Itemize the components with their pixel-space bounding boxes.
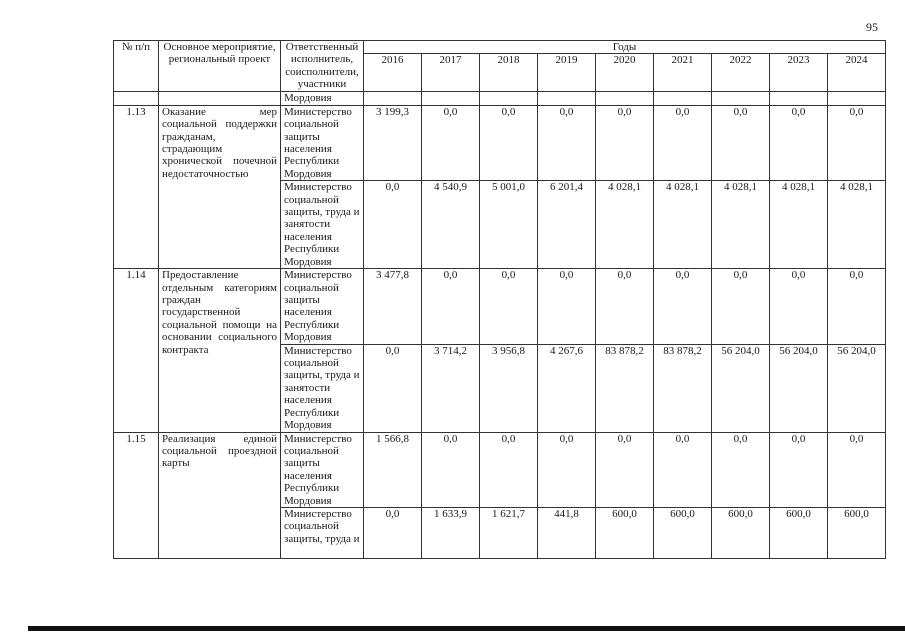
row-number: 1.13 — [113, 104, 159, 270]
value-cell-2016: 3 199,3 — [363, 104, 422, 182]
responsible-cell: Министерство социальной защиты населения… — [280, 268, 364, 345]
header-years: Годы — [362, 39, 887, 55]
value-cell-2022: 600,0 — [711, 506, 770, 559]
value-cell-2024: 0,0 — [826, 268, 887, 345]
value-cell-2021: 4 028,1 — [653, 180, 712, 270]
page-bottom-border — [28, 626, 905, 631]
value-cell-2023: 600,0 — [769, 506, 828, 559]
funding-table: № п/п Основное мероприятие, региональный… — [113, 39, 887, 559]
responsible-cell: Министерство социальной защиты населения… — [280, 431, 364, 508]
value-cell-2019: 0,0 — [537, 268, 596, 345]
value-cell-2019: 0,0 — [537, 431, 596, 508]
value-cell-2019: 4 267,6 — [537, 343, 596, 433]
row-number: 1.14 — [113, 268, 159, 433]
value-cell-2024: 0,0 — [826, 431, 887, 508]
value-cell-2020: 0,0 — [595, 268, 654, 345]
value-cell-2024: 4 028,1 — [826, 180, 887, 270]
value-cell-2024: 600,0 — [826, 506, 887, 559]
header-year-2023: 2023 — [769, 53, 828, 93]
value-cell-2017: 0,0 — [421, 431, 480, 508]
header-year-2018: 2018 — [479, 53, 538, 93]
header-num: № п/п — [113, 39, 159, 93]
table-row: Министерство социальной защиты, труда и … — [114, 343, 887, 433]
value-cell-2019: 6 201,4 — [537, 180, 596, 270]
value-cell-2018: 1 621,7 — [479, 506, 538, 559]
value-cell-2016: 0,0 — [363, 506, 422, 559]
responsible-cell: Мордовия — [280, 91, 364, 106]
header-year-2024: 2024 — [826, 53, 887, 93]
header-activity: Основное мероприятие, региональный проек… — [158, 39, 281, 93]
value-cell-2020: 0,0 — [595, 104, 654, 182]
continuation-row: Мордовия — [113, 91, 887, 106]
value-cell-2022: 4 028,1 — [711, 180, 770, 270]
value-cell-2021: 0,0 — [653, 104, 712, 182]
value-cell-2016: 1 566,8 — [363, 431, 422, 508]
responsible-cell: Министерство социальной защиты, труда и — [280, 506, 364, 559]
value-cell-2023: 4 028,1 — [769, 180, 828, 270]
value-cell-2021: 0,0 — [653, 268, 712, 345]
value-cell-2017: 3 714,2 — [421, 343, 480, 433]
responsible-cell: Министерство социальной защиты, труда и … — [280, 343, 364, 433]
value-cell-2016: 0,0 — [363, 343, 422, 433]
header-year-2022: 2022 — [711, 53, 770, 93]
table-row: 1.14 Предоставление отдельным категориям … — [113, 268, 887, 433]
header-year-2016: 2016 — [363, 53, 422, 93]
value-cell-2019: 0,0 — [537, 104, 596, 182]
activity-cell: Оказание мер социальной поддержки гражда… — [158, 104, 281, 270]
header-year-2017: 2017 — [421, 53, 480, 93]
value-cell-2022: 0,0 — [711, 268, 770, 345]
value-cell-2018: 5 001,0 — [479, 180, 538, 270]
value-cell-2021: 0,0 — [653, 431, 712, 508]
value-cell-2023: 0,0 — [769, 268, 828, 345]
header-year-2021: 2021 — [653, 53, 712, 93]
header-responsible: Ответственный исполнитель, соисполнители… — [280, 39, 364, 93]
value-cell-2023: 56 204,0 — [769, 343, 828, 433]
value-cell-2021: 83 878,2 — [653, 343, 712, 433]
header-year-2020: 2020 — [595, 53, 654, 93]
value-cell-2018: 0,0 — [479, 431, 538, 508]
table-row: Министерство социальной защиты, труда и … — [114, 180, 887, 270]
value-cell-2024: 56 204,0 — [826, 343, 887, 433]
value-cell-2020: 83 878,2 — [595, 343, 654, 433]
value-cell-2016: 0,0 — [363, 180, 422, 270]
activity-cell: Предоставление отдельным категориям граж… — [158, 268, 281, 433]
value-cell-2016: 3 477,8 — [363, 268, 422, 345]
responsible-cell: Министерство социальной защиты, труда и … — [280, 180, 364, 270]
activity-cell: Реализация единой социальной проездной к… — [158, 431, 281, 559]
responsible-cell: Министерство социальной защиты населения… — [280, 104, 364, 182]
row-number: 1.15 — [113, 431, 159, 559]
value-cell-2018: 3 956,8 — [479, 343, 538, 433]
value-cell-2018: 0,0 — [479, 104, 538, 182]
header-year-2019: 2019 — [537, 53, 596, 93]
value-cell-2022: 0,0 — [711, 104, 770, 182]
value-cell-2020: 600,0 — [595, 506, 654, 559]
value-cell-2023: 0,0 — [769, 431, 828, 508]
value-cell-2017: 4 540,9 — [421, 180, 480, 270]
value-cell-2018: 0,0 — [479, 268, 538, 345]
value-cell-2019: 441,8 — [537, 506, 596, 559]
value-cell-2020: 4 028,1 — [595, 180, 654, 270]
value-cell-2022: 56 204,0 — [711, 343, 770, 433]
table-row: 1.15 Реализация единой социальной проездн… — [113, 431, 887, 559]
value-cell-2024: 0,0 — [826, 104, 887, 182]
value-cell-2020: 0,0 — [595, 431, 654, 508]
value-cell-2021: 600,0 — [653, 506, 712, 559]
value-cell-2017: 1 633,9 — [421, 506, 480, 559]
value-cell-2017: 0,0 — [421, 268, 480, 345]
page-number: 95 — [866, 20, 878, 34]
value-cell-2022: 0,0 — [711, 431, 770, 508]
value-cell-2023: 0,0 — [769, 104, 828, 182]
table-row: 1.13 Оказание мер социальной поддержки гр… — [113, 104, 887, 270]
value-cell-2017: 0,0 — [421, 104, 480, 182]
